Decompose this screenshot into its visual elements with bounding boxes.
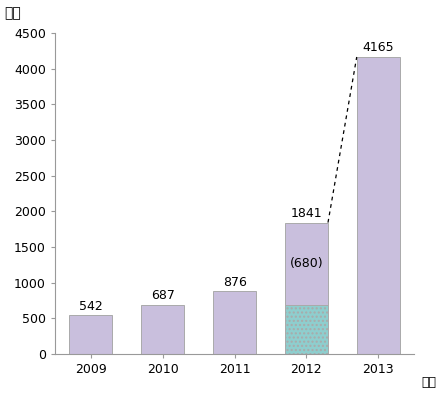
Bar	[285, 305, 328, 354]
Bar	[141, 305, 184, 354]
Text: 年度: 年度	[421, 376, 436, 389]
Bar	[213, 292, 256, 354]
Bar	[285, 222, 328, 305]
Bar	[70, 315, 113, 354]
Bar	[357, 57, 400, 354]
Text: 4165: 4165	[362, 41, 394, 55]
Text: 1841: 1841	[291, 207, 322, 220]
Text: 687: 687	[151, 289, 175, 302]
Text: 件数: 件数	[5, 6, 21, 20]
Text: 542: 542	[79, 300, 103, 313]
Text: (680): (680)	[290, 258, 323, 271]
Text: 876: 876	[223, 276, 247, 289]
